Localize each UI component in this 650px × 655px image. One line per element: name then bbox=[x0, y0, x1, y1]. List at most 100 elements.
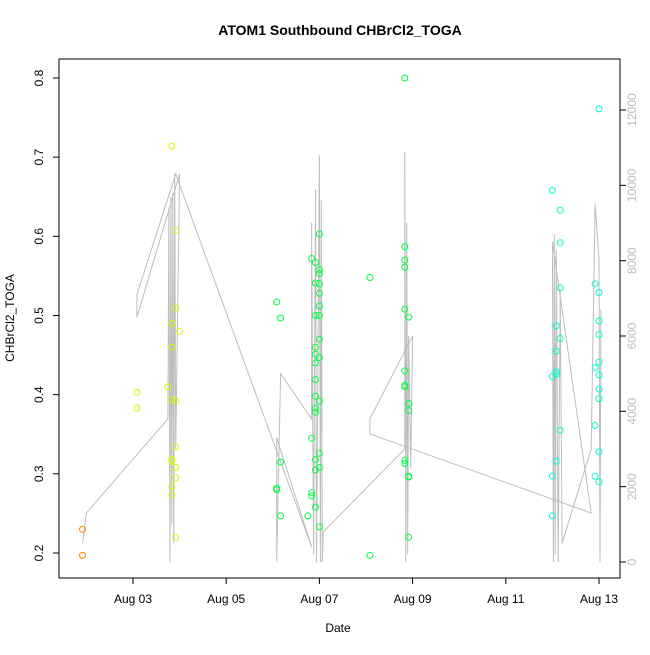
y-tick-label: 0.6 bbox=[32, 228, 46, 245]
data-point bbox=[315, 266, 323, 274]
data-point bbox=[556, 239, 564, 247]
data-point bbox=[312, 259, 319, 266]
data-point bbox=[405, 473, 413, 481]
x-tick-label: Aug 09 bbox=[394, 592, 432, 606]
data-point bbox=[315, 335, 323, 343]
data-point bbox=[548, 512, 556, 520]
data-point bbox=[168, 343, 176, 351]
data-point bbox=[312, 404, 319, 412]
data-point bbox=[312, 312, 319, 319]
data-point bbox=[595, 395, 603, 403]
data-point bbox=[176, 327, 184, 335]
data-point bbox=[312, 376, 319, 384]
y-axis-title: CHBrCl2_TOGA bbox=[3, 274, 17, 362]
data-point bbox=[315, 280, 323, 288]
y2-tick-label: 0 bbox=[625, 558, 639, 565]
points-layer bbox=[79, 74, 603, 559]
y2-tick-label: 4000 bbox=[625, 398, 639, 425]
data-point bbox=[315, 302, 323, 310]
data-point bbox=[312, 279, 319, 287]
data-point bbox=[548, 472, 556, 480]
data-point bbox=[315, 270, 323, 277]
data-point bbox=[133, 388, 141, 396]
data-point bbox=[405, 313, 413, 321]
data-point bbox=[548, 373, 556, 380]
y-tick-label: 0.8 bbox=[32, 69, 46, 86]
data-point bbox=[168, 457, 176, 465]
data-point bbox=[315, 449, 323, 457]
data-point bbox=[366, 274, 374, 281]
data-point bbox=[552, 457, 560, 465]
data-point bbox=[273, 298, 281, 306]
data-point bbox=[312, 456, 319, 464]
y2-tick-label: 10000 bbox=[625, 168, 639, 202]
data-point bbox=[405, 533, 413, 541]
plot-frame bbox=[58, 58, 621, 579]
data-point bbox=[401, 456, 409, 464]
data-point bbox=[304, 512, 312, 520]
data-point bbox=[552, 347, 560, 355]
y-tick-label: 0.7 bbox=[32, 149, 46, 166]
data-point bbox=[552, 322, 560, 330]
data-point bbox=[401, 383, 409, 391]
data-point bbox=[595, 478, 603, 486]
data-point bbox=[172, 464, 180, 471]
data-point bbox=[401, 367, 409, 375]
data-point bbox=[308, 492, 316, 500]
data-point bbox=[556, 284, 564, 292]
data-point bbox=[552, 368, 560, 376]
data-point bbox=[277, 512, 285, 520]
data-point bbox=[556, 206, 564, 214]
x-tick-label: Aug 07 bbox=[300, 592, 338, 606]
data-point bbox=[315, 230, 323, 238]
y-tick-label: 0.5 bbox=[32, 307, 46, 324]
data-point bbox=[312, 359, 319, 367]
data-point bbox=[591, 472, 599, 480]
y2-tick-label: 2000 bbox=[625, 473, 639, 500]
y2-tick-label: 6000 bbox=[625, 322, 639, 349]
data-point bbox=[556, 426, 564, 434]
data-point bbox=[308, 489, 316, 497]
data-point bbox=[277, 458, 285, 466]
axes-layer: 0.2 0.3 0.4 0.5 0.6 0.7 0.8 0 2000 4000 6000 8000 10… bbox=[32, 69, 639, 606]
data-point bbox=[315, 523, 323, 531]
x-axis-title: Date bbox=[325, 621, 351, 635]
data-point bbox=[595, 385, 603, 393]
data-point bbox=[79, 551, 86, 559]
data-point bbox=[315, 289, 323, 297]
x-tick-label: Aug 05 bbox=[207, 592, 245, 606]
data-point bbox=[172, 533, 180, 541]
data-point bbox=[312, 408, 319, 416]
y2-tick-label: 8000 bbox=[625, 247, 639, 274]
data-point bbox=[595, 317, 603, 325]
data-point bbox=[312, 343, 319, 351]
data-point bbox=[315, 312, 323, 319]
altitude-line-layer bbox=[82, 151, 602, 563]
data-point bbox=[595, 331, 603, 338]
x-tick-label: Aug 11 bbox=[487, 592, 524, 606]
data-point bbox=[548, 186, 556, 194]
data-point bbox=[595, 289, 603, 296]
y2-tick-label: 12000 bbox=[625, 93, 639, 127]
data-point bbox=[401, 460, 409, 467]
data-point bbox=[401, 256, 409, 264]
data-point bbox=[315, 397, 323, 405]
data-point bbox=[79, 525, 86, 533]
data-point bbox=[401, 263, 409, 271]
data-point bbox=[172, 304, 180, 312]
data-point bbox=[168, 319, 176, 327]
y-tick-label: 0.3 bbox=[32, 465, 46, 482]
chart-title: ATOM1 Southbound CHBrCl2_TOGA bbox=[218, 22, 461, 38]
x-tick-label: Aug 03 bbox=[114, 592, 152, 606]
data-point bbox=[277, 314, 285, 322]
data-point bbox=[595, 448, 603, 456]
y-tick-label: 0.2 bbox=[32, 544, 46, 561]
data-point bbox=[164, 383, 172, 391]
data-point bbox=[133, 404, 141, 412]
data-point bbox=[366, 551, 374, 559]
data-point bbox=[312, 466, 319, 474]
data-point bbox=[312, 392, 319, 400]
data-point bbox=[401, 305, 409, 313]
